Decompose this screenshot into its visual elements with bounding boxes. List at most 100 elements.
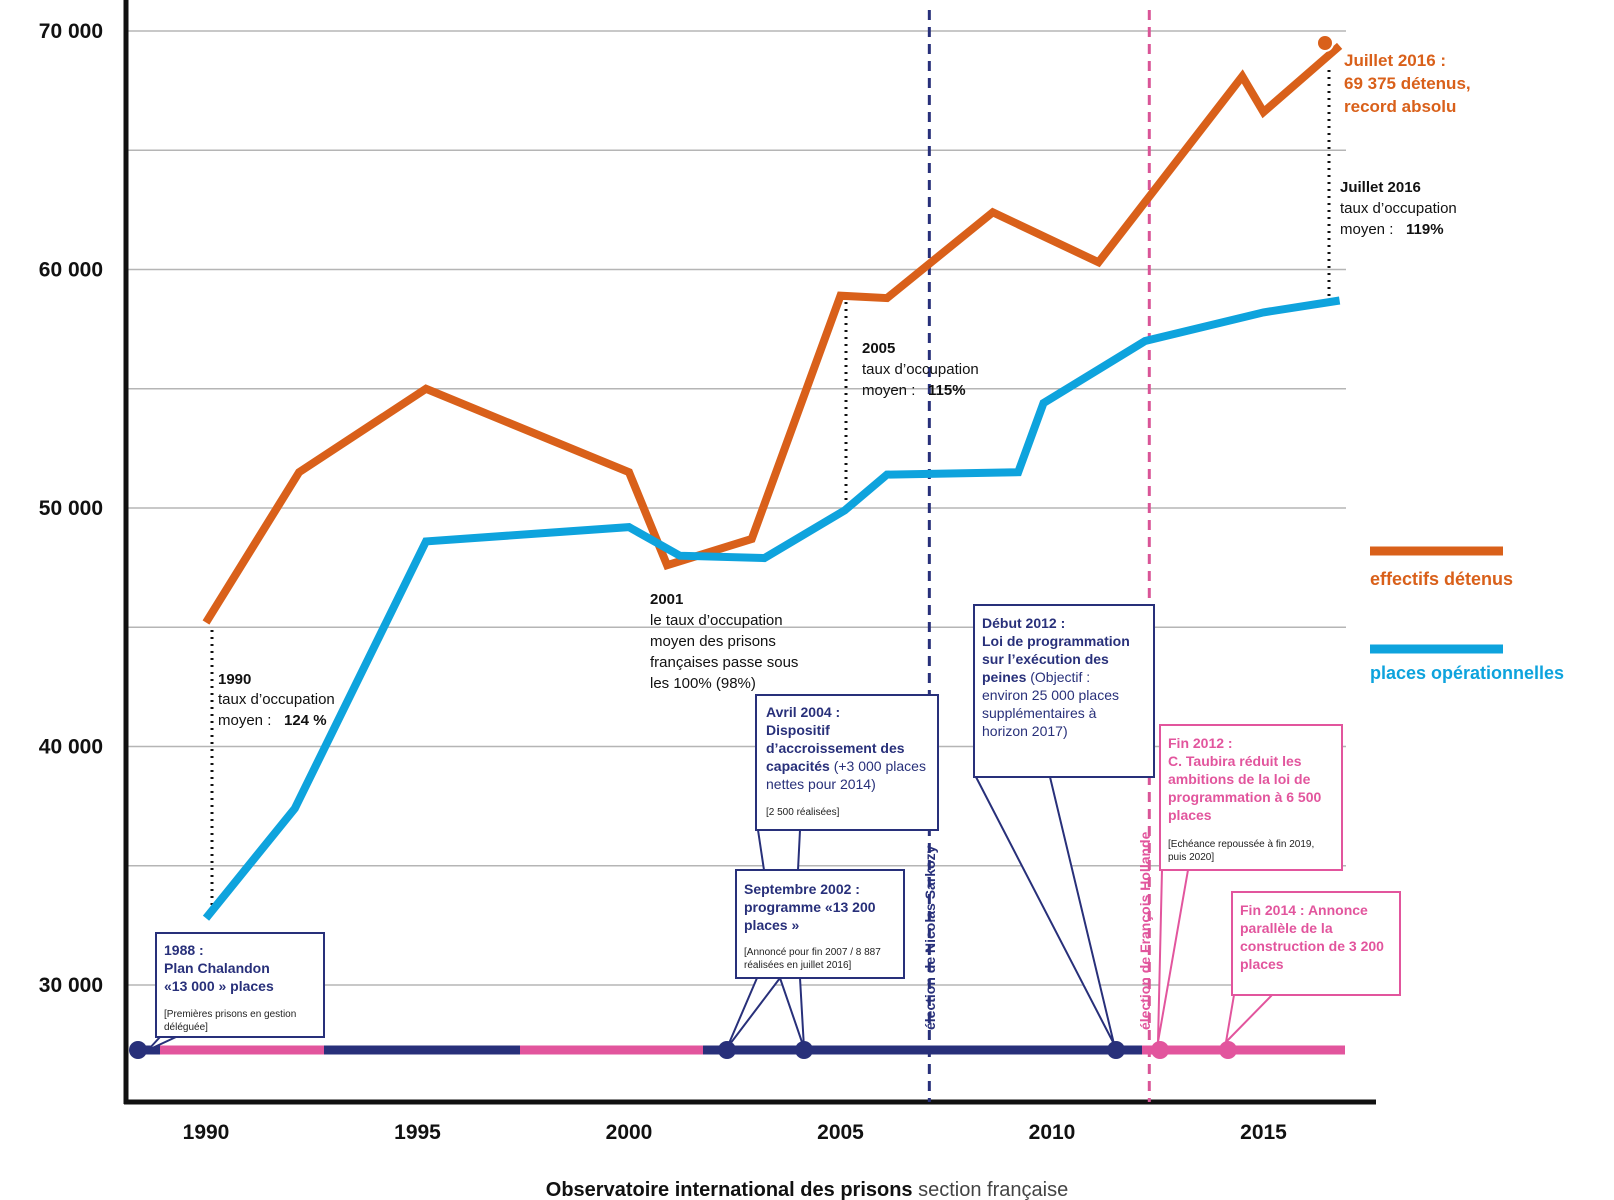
callout-2012: Début 2012 : Loi de programmation sur l’… (973, 604, 1155, 1045)
y-tick-label: 50 000 (39, 497, 103, 520)
annotation-2005: 2005 taux d’occupation moyen : 115% (862, 340, 979, 399)
annotation-1990-year: 1990 (218, 671, 251, 688)
callout-2012-text4: (Objectif : (1026, 669, 1090, 685)
callout-1988-title1: 1988 : (164, 942, 204, 958)
timeline-bar (129, 1041, 1345, 1059)
callout-fin-2012-small1: [Echéance repoussée à fin 2019, (1168, 839, 1314, 850)
callout-2004-box (755, 694, 939, 831)
y-axis-ticks: 30 000 40 000 50 000 60 000 70 000 (39, 20, 103, 997)
callout-2012-text6: supplémentaires à (982, 705, 1097, 721)
annotation-2001-line1: le taux d’occupation (650, 612, 783, 629)
callout-1988-title2: Plan Chalandon (164, 960, 270, 976)
callout-2002-small1: [Annoncé pour fin 2007 / 8 887 (744, 947, 881, 958)
y-tick-label: 40 000 (39, 736, 103, 759)
callout-fin-2014-title4: places (1240, 956, 1284, 972)
footer-section: section française (913, 1179, 1069, 1200)
callout-2002-small2: réalisées en juillet 2016] (744, 960, 852, 971)
callout-fin-2014-title2: parallèle de la (1240, 920, 1333, 936)
series-line-places (202, 296, 1341, 921)
callout-2002-box (735, 869, 905, 979)
x-tick-label: 2010 (1029, 1121, 1076, 1144)
callout-2002-title1: Septembre 2002 : (744, 881, 860, 897)
callout-fin-2012-box (1159, 724, 1343, 871)
callout-fin-2012-title5: places (1168, 807, 1212, 823)
footer-org: Observatoire international des prisons (546, 1179, 913, 1200)
annotation-2001-line4: les 100% (98%) (650, 675, 756, 692)
callout-2004-text4: (+3 000 places (830, 758, 926, 774)
callout-fin-2012-tail (1157, 869, 1189, 1043)
x-tick-label: 1995 (394, 1121, 441, 1144)
legend: effectifs détenus places opérationnelles (1370, 546, 1564, 683)
callout-2004-title1: Avril 2004 : (766, 704, 840, 720)
annotation-2005-line1: taux d’occupation (862, 361, 979, 378)
callout-2012-title1: Début 2012 : (982, 615, 1065, 631)
annotation-2005-year: 2005 (862, 340, 895, 357)
series-line-detenus (202, 42, 1343, 625)
callout-fin-2014-title3: construction de 3 200 (1240, 938, 1384, 954)
callout-fin-2014-title1: Fin 2014 : Annonce (1240, 902, 1368, 918)
timeline-point-2004 (795, 1041, 813, 1059)
annotation-2016: Juillet 2016 taux d’occupation moyen : 1… (1340, 179, 1457, 238)
callout-2012-title4: peines (982, 669, 1027, 685)
record-line1: Juillet 2016 : (1344, 51, 1446, 70)
timeline-point-1988 (129, 1041, 147, 1059)
callout-fin-2014-tail (1225, 994, 1273, 1043)
callout-2012-text7: horizon 2017) (982, 723, 1068, 739)
callout-2002-title3: places » (744, 917, 799, 933)
callout-fin-2012-title3: ambitions de la loi de (1168, 771, 1311, 787)
callout-2012-line4: peines (Objectif : (982, 669, 1090, 685)
election-lines (927, 10, 1151, 1102)
annotation-2005-value: 115% (928, 382, 966, 399)
callout-2012-tail (975, 776, 1115, 1045)
data-series (202, 42, 1343, 921)
callout-2012-title3: sur l’exécution des (982, 651, 1109, 667)
callout-fin-2012-small2: puis 2020] (1168, 852, 1214, 863)
annotation-1990-value: 124 % (284, 712, 327, 729)
callout-1988-small2: déléguée] (164, 1022, 208, 1033)
election-label-sarkozy: élection de Nicolas Sarkozy (922, 845, 938, 1030)
timeline-point-2012 (1107, 1041, 1125, 1059)
x-axis-ticks: 1990 1995 2000 2005 2010 2015 (183, 1121, 1288, 1144)
annotation-2001-year: 2001 (650, 591, 683, 608)
x-tick-label: 2000 (606, 1121, 653, 1144)
y-tick-label: 70 000 (39, 20, 103, 43)
callout-2004-title2: Dispositif (766, 722, 830, 738)
callout-fin-2012-title4: programmation à 6 500 (1168, 789, 1321, 805)
record-line2: 69 375 détenus, (1344, 74, 1471, 93)
annotation-2016-line2: moyen : (1340, 221, 1393, 238)
callout-fin-2014-box (1231, 891, 1401, 996)
callout-2004-small1: [2 500 réalisées] (766, 807, 840, 818)
record-point (1316, 34, 1334, 52)
callout-2012-box (973, 604, 1155, 778)
footer: Observatoire international des prisons s… (546, 1179, 1068, 1200)
annotation-2005-line2: moyen : (862, 382, 915, 399)
callout-2004-tail (756, 829, 802, 871)
annotation-2001-line2: moyen des prisons (650, 633, 776, 650)
y-tick-label: 60 000 (39, 259, 103, 282)
callout-2012-title2: Loi de programmation (982, 633, 1130, 649)
annotation-1990: 1990 taux d’occupation moyen : 124 % (218, 671, 335, 729)
callout-1988-box (155, 932, 325, 1038)
annotation-2001: 2001 le taux d’occupation moyen des pris… (650, 591, 798, 692)
callout-1988: 1988 : Plan Chalandon «13 000 » places [… (147, 932, 325, 1051)
y-tick-label: 30 000 (39, 974, 103, 997)
callout-2004: Avril 2004 : Dispositif d’accroissement … (755, 694, 939, 871)
legend-label-places: places opérationnelles (1370, 663, 1564, 683)
callout-2004-text5: nettes pour 2014) (766, 776, 876, 792)
legend-label-detenus: effectifs détenus (1370, 569, 1513, 589)
timeline-point-fin-2012 (1151, 1041, 1169, 1059)
timeline-point-2002 (718, 1041, 736, 1059)
x-tick-label: 2005 (817, 1121, 864, 1144)
x-tick-label: 1990 (183, 1121, 230, 1144)
annotation-2016-value: 119% (1406, 221, 1444, 238)
annotation-1990-line2: moyen : (218, 712, 271, 729)
callout-1988-small1: [Premières prisons en gestion (164, 1009, 296, 1020)
callout-2004-title4: capacités (766, 758, 830, 774)
record-line3: record absolu (1344, 97, 1456, 116)
annotation-2016-line1: taux d’occupation (1340, 200, 1457, 217)
annotation-2016-year: Juillet 2016 (1340, 179, 1421, 196)
callout-2012-text5: environ 25 000 places (982, 687, 1119, 703)
annotation-record: Juillet 2016 : 69 375 détenus, record ab… (1344, 51, 1471, 116)
callout-fin-2014: Fin 2014 : Annonce parallèle de la const… (1225, 891, 1401, 1043)
